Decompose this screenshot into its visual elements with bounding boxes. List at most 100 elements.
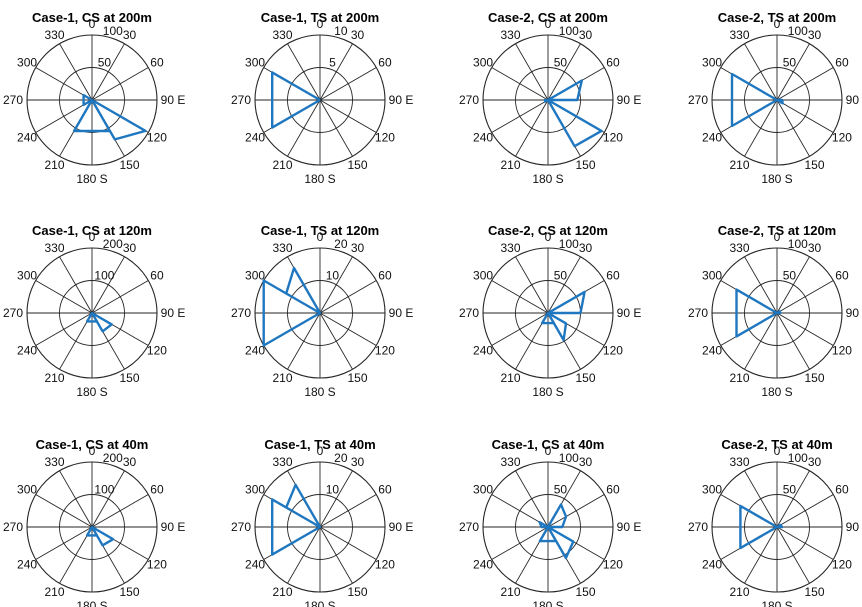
angle-tick-label: 180 S — [304, 599, 335, 607]
angle-tick-label: 240 — [245, 558, 265, 572]
radial-tick-label: 100 — [788, 451, 808, 465]
data-series-1 — [262, 266, 322, 347]
angle-tick-label: 60 — [606, 56, 620, 70]
angle-tick-label: 30 — [808, 241, 822, 255]
angle-tick-label: 90 E — [161, 306, 186, 320]
polar-plot-6: Case-1, TS at 120m 10 20 0 30 60 90 E 120 150 180… — [231, 223, 413, 399]
angle-tick-label: 180 S — [304, 385, 335, 399]
angle-tick-label: 330 — [729, 455, 749, 469]
angle-tick-label: 240 — [473, 344, 493, 358]
angle-tick-label: 330 — [272, 455, 292, 469]
grid-ring — [254, 461, 386, 593]
data-series-1 — [540, 290, 586, 342]
grid-ring — [287, 494, 353, 560]
angle-tick-label: 120 — [603, 558, 623, 572]
radial-tick-label: 100 — [559, 24, 579, 38]
data-series-1 — [538, 503, 575, 560]
angle-tick-label: 210 — [500, 158, 520, 172]
data-series-1 — [735, 288, 782, 338]
polar-plot-4: Case-2, TS at 200m 50 100 0 30 60 90 E 120 150 18… — [688, 10, 862, 186]
angle-tick-label: 90 E — [161, 93, 186, 107]
angle-tick-label: 90 E — [617, 306, 642, 320]
grid-ring — [711, 247, 843, 379]
angle-tick-label: 240 — [17, 344, 37, 358]
grid-ring — [515, 67, 581, 133]
radial-tick-label: 50 — [783, 269, 797, 283]
angle-tick-label: 30 — [579, 241, 593, 255]
angle-tick-label: 150 — [575, 158, 595, 172]
angle-tick-label: 90 E — [617, 93, 642, 107]
angle-tick-label: 120 — [147, 131, 167, 145]
angle-tick-label: 30 — [808, 455, 822, 469]
angle-tick-label: 330 — [729, 241, 749, 255]
grid-ring — [482, 247, 614, 379]
polar-plot-8: Case-2, TS at 120m 50 100 0 30 60 90 E 120 150 18… — [688, 223, 862, 399]
plot-title: Case-2, TS at 120m — [718, 223, 837, 238]
angle-tick-label: 90 E — [617, 520, 642, 534]
polar-plot-11: Case-1, CS at 40m 50 100 0 30 60 90 E 120 150 180… — [459, 437, 641, 607]
angle-tick-label: 330 — [500, 241, 520, 255]
radial-tick-label: 100 — [788, 237, 808, 251]
angle-tick-label: 300 — [473, 269, 493, 283]
radial-tick-label: 100 — [559, 451, 579, 465]
angle-tick-label: 30 — [123, 241, 137, 255]
angle-tick-label: 120 — [603, 344, 623, 358]
data-series-1 — [85, 311, 113, 333]
angle-tick-label: 150 — [347, 371, 367, 385]
data-series-1 — [271, 483, 322, 556]
angle-tick-label: 60 — [378, 269, 392, 283]
angle-tick-label: 240 — [17, 558, 37, 572]
angle-tick-label: 0 — [89, 230, 96, 244]
angle-tick-label: 180 S — [76, 599, 107, 607]
angle-tick-label: 60 — [606, 483, 620, 497]
angle-tick-label: 300 — [17, 483, 37, 497]
angle-tick-label: 180 S — [76, 172, 107, 186]
data-series-1 — [543, 79, 603, 148]
angle-tick-label: 270 — [459, 93, 479, 107]
plot-title: Case-1, CS at 200m — [32, 10, 152, 25]
polar-plot-10: Case-1, TS at 40m 10 20 0 30 60 90 E 120 150 180 … — [231, 437, 413, 607]
angle-tick-label: 150 — [575, 585, 595, 599]
angle-tick-label: 180 S — [304, 172, 335, 186]
grid-ring — [26, 34, 158, 166]
angle-tick-label: 30 — [123, 455, 137, 469]
radial-tick-label: 100 — [788, 24, 808, 38]
angle-tick-label: 90 E — [389, 93, 414, 107]
plot-title: Case-1, TS at 40m — [264, 437, 375, 452]
angle-tick-label: 240 — [17, 131, 37, 145]
data-series-1 — [72, 93, 147, 141]
angle-tick-label: 330 — [500, 455, 520, 469]
grid-ring — [711, 461, 843, 593]
angle-tick-label: 90 E — [161, 520, 186, 534]
radial-tick-label: 10 — [334, 24, 348, 38]
angle-tick-label: 270 — [688, 306, 708, 320]
angle-tick-label: 240 — [702, 558, 722, 572]
grid-ring — [744, 494, 810, 560]
angle-tick-label: 330 — [272, 241, 292, 255]
angle-tick-label: 270 — [3, 520, 23, 534]
radial-tick-label: 5 — [329, 56, 336, 70]
polar-plot-1: Case-1, CS at 200m 50 100 0 30 60 90 E 120 150 18… — [3, 10, 185, 186]
grid-ring — [515, 494, 581, 560]
angle-tick-label: 60 — [378, 483, 392, 497]
angle-tick-label: 0 — [774, 230, 781, 244]
polar-plot-3: Case-2, CS at 200m 50 100 0 30 60 90 E 120 150 18… — [459, 10, 641, 186]
angle-tick-label: 120 — [147, 558, 167, 572]
angle-tick-label: 300 — [702, 269, 722, 283]
angle-tick-label: 120 — [832, 558, 852, 572]
angle-tick-label: 0 — [89, 444, 96, 458]
radial-tick-label: 50 — [554, 483, 568, 497]
angle-tick-label: 30 — [579, 28, 593, 42]
grid-ring — [744, 67, 810, 133]
angle-tick-label: 30 — [351, 241, 365, 255]
polar-plot-7: Case-2, CS at 120m 50 100 0 30 60 90 E 120 150 18… — [459, 223, 641, 399]
angle-tick-label: 120 — [832, 344, 852, 358]
angle-tick-label: 210 — [729, 585, 749, 599]
angle-tick-label: 120 — [375, 344, 395, 358]
radial-tick-label: 200 — [103, 451, 123, 465]
polar-plot-9: Case-1, CS at 40m 100 200 0 30 60 90 E 120 150 18… — [3, 437, 185, 607]
radial-tick-label: 10 — [326, 483, 340, 497]
plot-title: Case-2, CS at 200m — [488, 10, 608, 25]
radial-tick-label: 50 — [554, 269, 568, 283]
